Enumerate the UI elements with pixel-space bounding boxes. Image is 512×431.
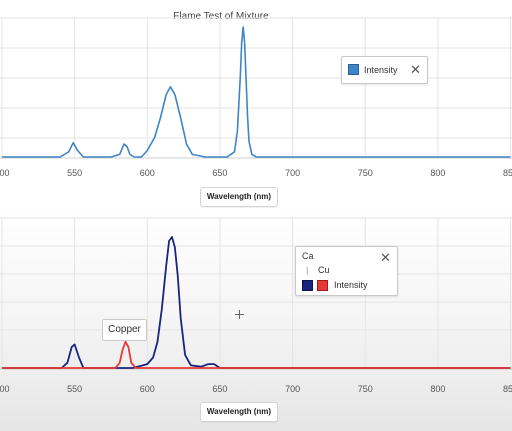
top-chart-gridlines [0,17,512,159]
series-line-ca [2,236,511,369]
bottom-chart-gridlines [0,217,512,370]
legend-group-label-ca: Ca [302,251,314,261]
x-tick-label: 800 [430,384,445,394]
legend-swatch-ca[interactable] [302,280,313,291]
x-tick-label: 700 [285,384,300,394]
legend-swatch-cu[interactable] [317,280,328,291]
copper-annotation: Copper [102,319,147,341]
x-tick-label: 550 [67,168,82,178]
cursor-crosshair-icon [235,310,245,320]
x-tick-label: 500 [0,168,10,178]
legend-label-intensity: Intensity [334,280,368,290]
legend-divider-icon: | [306,265,309,275]
bottom-chart-tick-labels: 500 550 600 650 700 750 800 850 [0,384,512,394]
series-line-cu [2,340,511,369]
x-tick-label: 850 [503,168,512,178]
top-x-axis-title: Wavelength (nm) [200,187,278,207]
x-tick-label: 850 [503,384,512,394]
bottom-chart-series [2,236,511,369]
x-tick-label: 700 [285,168,300,178]
x-tick-label: 600 [140,384,155,394]
bottom-legend[interactable]: Ca ✕ | Cu Intensity [295,246,398,296]
x-tick-label: 750 [358,168,373,178]
x-tick-label: 650 [212,168,227,178]
x-tick-label: 750 [358,384,373,394]
x-tick-label: 550 [67,384,82,394]
x-tick-label: 500 [0,384,10,394]
top-chart-series [2,26,511,158]
lower-panel-background [0,210,512,431]
legend-sub-label-cu: Cu [318,265,330,275]
bottom-x-axis-title: Wavelength (nm) [200,402,278,422]
top-chart-tick-labels: 500 550 600 650 700 750 800 850 [0,168,512,178]
x-tick-label: 650 [212,384,227,394]
series-line-intensity [2,26,511,158]
x-tick-label: 800 [430,168,445,178]
legend-swatch-intensity[interactable] [348,64,359,75]
legend-label-intensity: Intensity [364,65,398,75]
close-icon[interactable]: ✕ [410,62,421,77]
close-icon[interactable]: ✕ [380,250,391,265]
chart-title: Flame Test of Mixture [173,11,269,22]
top-legend[interactable]: Intensity ✕ [341,56,428,84]
x-tick-label: 600 [140,168,155,178]
